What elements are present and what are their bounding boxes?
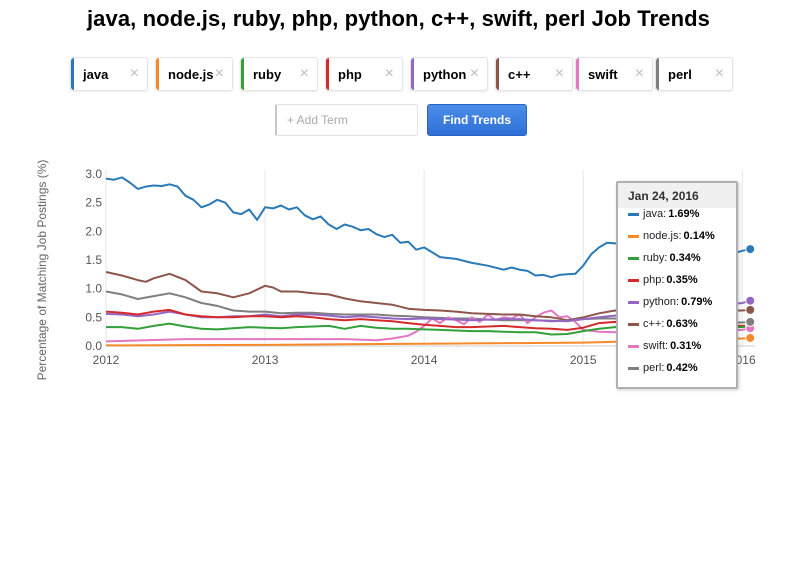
term-chip-nodejs[interactable]: node.js × [155,57,233,91]
remove-term-icon[interactable]: × [214,65,224,82]
legend-swatch [628,322,639,326]
term-color-bar [411,58,414,90]
term-chip-perl[interactable]: perl × [655,57,733,91]
add-term-input[interactable] [275,104,418,136]
term-label: python [423,67,467,82]
tooltip-value: 0.34% [669,252,701,264]
tooltip-value: 0.79% [681,296,713,308]
legend-swatch [628,366,639,370]
term-chip-php[interactable]: php × [325,57,403,91]
term-color-bar [156,58,159,90]
tooltip-term: java: [643,208,667,220]
tooltip-row: c++: 0.63% [618,318,736,340]
x-tick-label: 2014 [411,353,438,367]
tooltip-term: ruby: [643,252,668,264]
legend-swatch [628,300,639,304]
remove-term-icon[interactable]: × [634,65,644,82]
series-line-java [105,176,751,279]
x-tick-label: 2015 [570,353,597,367]
tooltip-value: 0.14% [683,230,715,242]
term-color-bar [326,58,329,90]
term-list: java × node.js × ruby × php × python × c… [70,57,750,93]
remove-term-icon[interactable]: × [384,65,394,82]
term-color-bar [241,58,244,90]
x-tick-label: 2012 [93,353,120,367]
legend-swatch [628,212,639,216]
tooltip-value: 0.35% [666,274,698,286]
tooltip-term: python: [643,296,680,308]
remove-term-icon[interactable]: × [469,65,479,82]
term-label: php [338,67,362,82]
tooltip-term: perl: [643,362,665,374]
term-chip-cpp[interactable]: c++ × [495,57,573,91]
series-end-marker [745,295,756,306]
tooltip-row: node.js: 0.14% [618,230,736,252]
legend-swatch [628,278,639,282]
hover-tooltip: Jan 24, 2016 java: 1.69% node.js: 0.14% ru… [616,181,738,389]
y-tick-label: 0.0 [85,339,102,353]
term-label: perl [668,67,692,82]
page-title: java, node.js, ruby, php, python, c++, s… [86,6,711,31]
term-label: c++ [508,67,531,82]
term-chip-python[interactable]: python × [410,57,488,91]
series-end-marker [745,332,756,343]
tooltip-value: 1.69% [668,208,700,220]
tooltip-value: 0.42% [666,362,698,374]
remove-term-icon[interactable]: × [714,65,724,82]
tooltip-value: 0.31% [670,340,702,352]
y-tick-label: 2.5 [85,196,102,210]
term-chip-ruby[interactable]: ruby × [240,57,318,91]
term-label: node.js [168,67,214,82]
y-axis-label: Percentage of Matching Job Postings (%) [35,160,49,381]
term-color-bar [656,58,659,90]
series-end-marker [745,244,756,255]
y-tick-label: 0.5 [85,310,102,324]
tooltip-row: java: 1.69% [618,208,736,230]
tooltip-row: perl: 0.42% [618,362,736,384]
y-tick-label: 3.0 [85,167,102,181]
legend-swatch [628,344,639,348]
tooltip-term: c++: [643,318,665,330]
series-end-marker [745,304,756,315]
tooltip-row: python: 0.79% [618,296,736,318]
term-color-bar [71,58,74,90]
tooltip-row: php: 0.35% [618,274,736,296]
legend-swatch [628,234,639,238]
tooltip-date: Jan 24, 2016 [618,183,736,208]
tooltip-term: php: [643,274,665,286]
remove-term-icon[interactable]: × [129,65,139,82]
remove-term-icon[interactable]: × [299,65,309,82]
series-end-marker [745,316,756,327]
tooltip-term: node.js: [643,230,682,242]
find-trends-button[interactable]: Find Trends [427,104,527,136]
tooltip-row: swift: 0.31% [618,340,736,362]
term-chip-swift[interactable]: swift × [575,57,653,91]
term-color-bar [496,58,499,90]
term-label: swift [588,67,618,82]
legend-swatch [628,256,639,260]
term-chip-java[interactable]: java × [70,57,148,91]
term-color-bar [576,58,579,90]
y-tick-label: 1.5 [85,253,102,267]
tooltip-row: ruby: 0.34% [618,252,736,274]
y-tick-label: 1.0 [85,282,102,296]
tooltip-term: swift: [643,340,669,352]
y-tick-label: 2.0 [85,224,102,238]
remove-term-icon[interactable]: × [554,65,564,82]
term-label: ruby [253,67,282,82]
x-tick-label: 2013 [252,353,279,367]
tooltip-value: 0.63% [666,318,698,330]
term-label: java [83,67,109,82]
